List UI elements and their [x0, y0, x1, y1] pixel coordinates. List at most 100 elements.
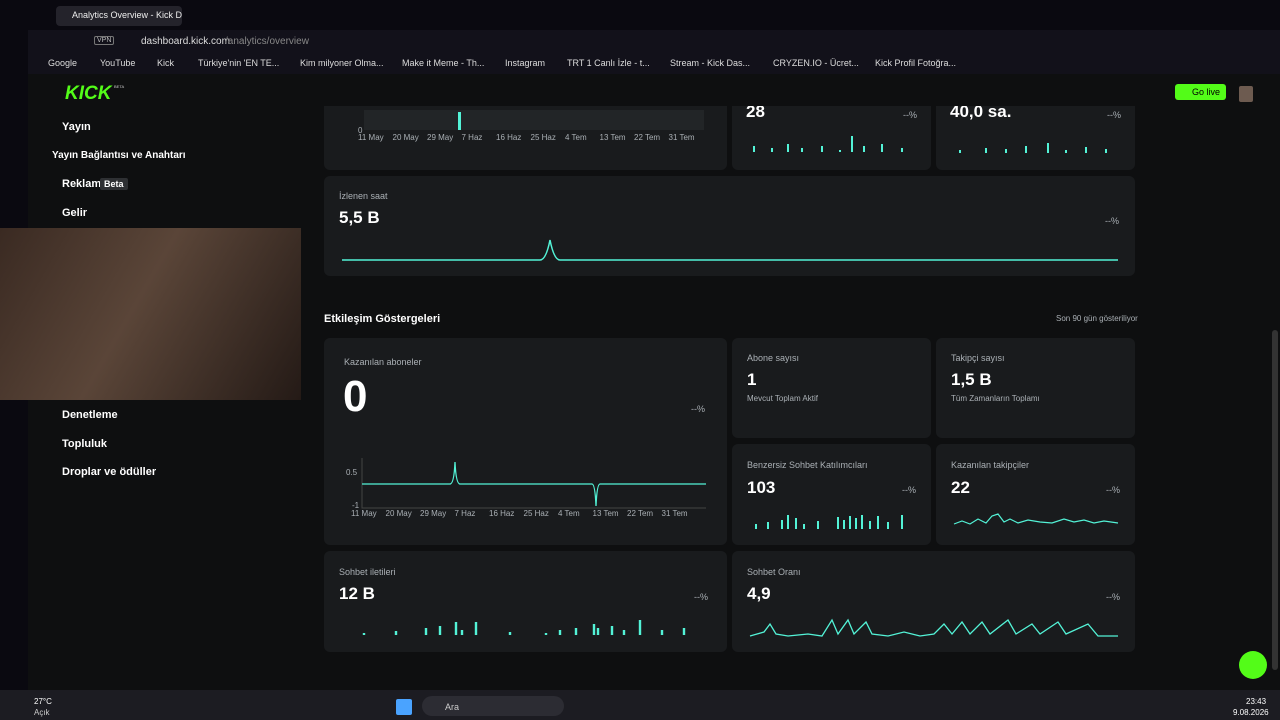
date-label: 25 Haz: [530, 133, 556, 142]
sparkline: [953, 513, 1119, 525]
follower-count-card: [936, 338, 1135, 438]
sparkline: [959, 143, 1107, 153]
bookmark[interactable]: Make it Meme - Th...: [402, 58, 485, 68]
followers-gained-label: Kazanılan takipçiler: [951, 460, 1030, 470]
chat-messages-trend: --%: [694, 592, 708, 602]
bookmark[interactable]: TRT 1 Canlı İzle - t...: [567, 58, 650, 68]
nav-item[interactable]: Yayın Bağlantısı ve Anahtarı: [52, 150, 186, 161]
bookmark[interactable]: YouTube: [100, 58, 136, 68]
top-chart: [364, 110, 704, 130]
nav-item[interactable]: Yayın: [62, 121, 91, 133]
date-label: 7 Haz: [454, 509, 476, 518]
nav-item[interactable]: Reklam: [62, 178, 102, 190]
watch-hours-label: İzlenen saat: [339, 191, 388, 201]
follower-count-label: Takipçi sayısı: [951, 353, 1005, 363]
y-label: 0.5: [346, 468, 358, 477]
follower-count-sub: Tüm Zamanların Toplamı: [951, 394, 1040, 403]
chat-rate-label: Sohbet Oranı: [747, 567, 801, 577]
date-label: 22 Tem: [627, 509, 654, 518]
section-note: Son 90 gün gösteriliyor: [1056, 314, 1138, 323]
clock-date: 9.08.2026: [1233, 708, 1269, 717]
search-text[interactable]: Ara: [445, 702, 460, 712]
bookmark[interactable]: Kick Profil Fotoğra...: [875, 58, 957, 68]
logo[interactable]: KICK: [65, 83, 112, 104]
date-label: 4 Tem: [558, 509, 580, 518]
date-label: 31 Tem: [668, 133, 695, 142]
date-label: 11 May: [358, 133, 384, 142]
sub-count-value: 1: [747, 370, 757, 389]
nav-item[interactable]: Denetleme: [62, 409, 118, 421]
bookmark[interactable]: Kim milyoner Olma...: [300, 58, 384, 68]
avatar[interactable]: [1239, 86, 1253, 102]
date-label: 20 May: [392, 133, 419, 142]
followers-gained-value: 22: [951, 478, 970, 497]
nav-badge: Beta: [100, 178, 128, 190]
date-label: 20 May: [385, 509, 412, 518]
nav-item[interactable]: Topluluk: [62, 438, 108, 450]
chat-messages-value: 12 B: [339, 584, 375, 603]
unique-chatters-card: [732, 444, 931, 545]
sub-count-card: [732, 338, 931, 438]
top-chart-y-label: 0: [358, 126, 363, 135]
url-path[interactable]: /analytics/overview: [225, 36, 309, 47]
watch-hours-value: 5,5 B: [339, 208, 380, 227]
top-card-2-trend: --%: [1107, 110, 1121, 120]
date-label: 13 Tem: [592, 509, 619, 518]
y-label: -1: [352, 501, 360, 510]
date-label: 16 Haz: [496, 133, 522, 142]
bookmarks-bar: Google YouTube Kick Türkiye'nin 'EN TE... Ki…: [0, 52, 1280, 74]
bookmark[interactable]: Instagram: [505, 58, 546, 68]
followers-gained-card: [936, 444, 1135, 545]
unique-chatters-value: 103: [747, 478, 776, 497]
top-card-1-trend: --%: [903, 110, 917, 120]
bookmark[interactable]: Türkiye'nin 'EN TE...: [198, 58, 280, 68]
nav-item[interactable]: Gelir: [62, 207, 88, 219]
search-box[interactable]: [422, 696, 564, 716]
go-live[interactable]: Go live: [1175, 84, 1227, 100]
chat-messages-label: Sohbet iletileri: [339, 567, 396, 577]
bookmark[interactable]: Kick: [157, 58, 175, 68]
watch-hours-trend: --%: [1105, 216, 1119, 226]
followers-gained-trend: --%: [1106, 485, 1120, 495]
sparkline: [753, 136, 903, 152]
date-label: 29 May: [427, 133, 454, 142]
date-label: 29 May: [420, 509, 447, 518]
sparkline: [755, 515, 903, 529]
bookmark[interactable]: CRYZEN.IO - Ücret...: [773, 58, 859, 68]
subs-gained-value: 0: [343, 372, 368, 421]
taskbar: [0, 690, 1280, 720]
subs-gained-card: [324, 338, 727, 545]
tab[interactable]: [56, 6, 182, 26]
start-button[interactable]: [396, 699, 412, 715]
url-host[interactable]: dashboard.kick.com: [141, 36, 230, 47]
date-label: 25 Haz: [523, 509, 549, 518]
webcam-overlay: [0, 228, 301, 400]
date-label: 22 Tem: [634, 133, 661, 142]
weather-desc: Açık: [34, 708, 50, 717]
logo-badge: BETA: [114, 84, 125, 89]
chat-rate-trend: --%: [1106, 592, 1120, 602]
bookmark[interactable]: Google: [48, 58, 78, 68]
bookmark[interactable]: Stream - Kick Das...: [670, 58, 751, 68]
chat-rate-value: 4,9: [747, 584, 771, 603]
nav-item[interactable]: Droplar ve ödüller: [62, 466, 157, 478]
date-label: 31 Tem: [661, 509, 688, 518]
unique-chatters-trend: --%: [902, 485, 916, 495]
tab-title[interactable]: Analytics Overview - Kick D: [72, 10, 183, 20]
vpn[interactable]: VPN: [94, 36, 115, 45]
subs-gained-chart: [361, 458, 706, 509]
support-button[interactable]: [1239, 651, 1267, 679]
subs-gained-trend: --%: [691, 404, 705, 414]
tab-bar: [0, 0, 1280, 30]
chat-messages-card: [324, 551, 727, 652]
date-label: 11 May: [351, 509, 377, 518]
date-label: 7 Haz: [461, 133, 483, 142]
date-label: 16 Haz: [489, 509, 515, 518]
weather-temp: 27°C: [34, 697, 52, 706]
sparkline: [749, 618, 1118, 637]
date-label: 4 Tem: [565, 133, 587, 142]
section-title: Etkileşim Göstergeleri: [324, 313, 441, 325]
sparkline: [342, 239, 1118, 261]
date-label: 13 Tem: [599, 133, 626, 142]
